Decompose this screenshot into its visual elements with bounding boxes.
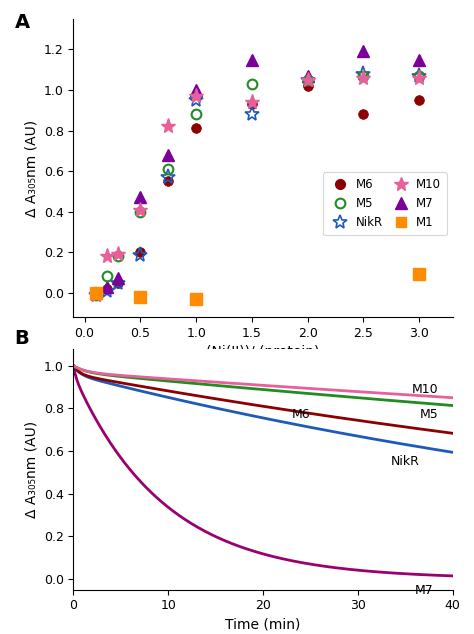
Y-axis label: Δ A₃₀₅nm (AU): Δ A₃₀₅nm (AU) (24, 420, 38, 518)
Text: M7: M7 (415, 585, 434, 597)
Text: A: A (15, 13, 30, 32)
Text: M5: M5 (419, 408, 438, 421)
Text: NikR: NikR (391, 455, 419, 468)
Text: M10: M10 (412, 382, 438, 396)
Legend: M6, M5, NikR, M10, M7, M1: M6, M5, NikR, M10, M7, M1 (323, 172, 447, 235)
Text: B: B (15, 330, 29, 349)
X-axis label: (Ni(II))/ (protein): (Ni(II))/ (protein) (206, 346, 320, 359)
Text: M6: M6 (292, 408, 310, 422)
Y-axis label: Δ A₃₀₅nm (AU): Δ A₃₀₅nm (AU) (24, 119, 38, 217)
X-axis label: Time (min): Time (min) (225, 618, 301, 632)
